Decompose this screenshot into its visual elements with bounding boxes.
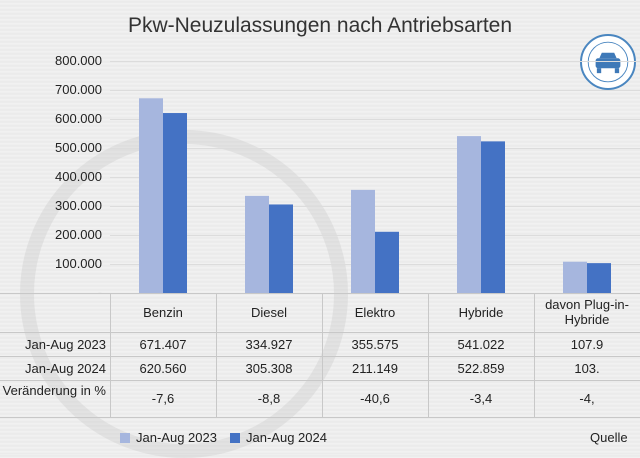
bar-elektro-1 [375, 231, 399, 293]
bar-davon-plug-in-hybride-1 [587, 263, 611, 293]
table-cell: 103. [574, 361, 600, 376]
table-cell: 522.859 [457, 361, 505, 376]
legend-label: Jan-Aug 2024 [246, 430, 327, 445]
table-rule [0, 417, 640, 418]
bar-diesel-0 [245, 195, 269, 293]
bar-hybride-0 [457, 136, 481, 293]
bar-elektro-0 [351, 189, 375, 293]
bar-benzin-0 [139, 98, 163, 294]
table-cell: -7,6 [151, 391, 175, 406]
y-tick-label: 300.000 [55, 198, 102, 213]
table-cell: 305.308 [245, 361, 293, 376]
table-rule [0, 380, 640, 381]
y-tick-label: - [2, 285, 102, 301]
category-label: davon Plug-in-Hybride [545, 297, 629, 327]
table-divider [110, 293, 111, 417]
category-label: Benzin [143, 305, 183, 320]
table-divider [322, 293, 323, 417]
table-rule [0, 332, 640, 333]
legend-label: Jan-Aug 2023 [136, 430, 217, 445]
table-cell: 671.407 [139, 337, 187, 352]
gridline [110, 90, 640, 91]
gridline [110, 177, 640, 178]
y-tick-label: 800.000 [55, 53, 102, 68]
table-rule [0, 356, 640, 357]
bar-plot [139, 98, 611, 294]
y-tick-label: 200.000 [55, 227, 102, 242]
y-tick-label: 700.000 [55, 82, 102, 97]
y-tick-label: 100.000 [55, 256, 102, 271]
gridline [110, 119, 640, 120]
table-row-label: Veränderung in % [2, 383, 106, 398]
table-divider [534, 293, 535, 417]
legend-swatch [120, 433, 130, 443]
category-label: Elektro [354, 305, 396, 320]
bar-hybride-1 [481, 141, 505, 293]
y-tick-label: 400.000 [55, 169, 102, 184]
table-cell: 355.575 [351, 337, 399, 352]
table-cell: 334.927 [245, 337, 293, 352]
table-cell: -8,8 [257, 391, 281, 406]
chart-title: Pkw-Neuzulassungen nach Antriebsarten [127, 14, 513, 37]
y-tick-label: 500.000 [55, 140, 102, 155]
legend-swatch [230, 433, 240, 443]
table-cell: -3,4 [469, 391, 493, 406]
legend-item-2024: Jan-Aug 2024 [230, 430, 327, 446]
table-divider [216, 293, 217, 417]
table-row-label: Jan-Aug 2023 [25, 337, 106, 352]
table-row-label: Jan-Aug 2024 [25, 361, 106, 376]
bar-diesel-1 [269, 204, 293, 293]
bar-benzin-1 [163, 113, 187, 293]
table-divider [428, 293, 429, 417]
kfz-gewerbe-logo [580, 34, 636, 90]
gridline [110, 148, 640, 149]
table-cell: -40,6 [360, 391, 390, 406]
table-cell: 541.022 [457, 337, 505, 352]
legend-item-2023: Jan-Aug 2023 [120, 430, 217, 446]
gridline [110, 61, 640, 62]
category-label: Hybride [458, 305, 504, 320]
table-cell: 211.149 [351, 361, 399, 376]
category-label: Diesel [250, 305, 288, 320]
table-cell: 620.560 [139, 361, 187, 376]
table-cell: -4, [579, 391, 595, 406]
bar-davon-plug-in-hybride-0 [563, 261, 587, 293]
y-tick-label: 600.000 [55, 111, 102, 126]
table-cell: 107.9 [570, 337, 604, 352]
source-label: Quelle [590, 430, 628, 445]
table-rule [0, 293, 640, 294]
